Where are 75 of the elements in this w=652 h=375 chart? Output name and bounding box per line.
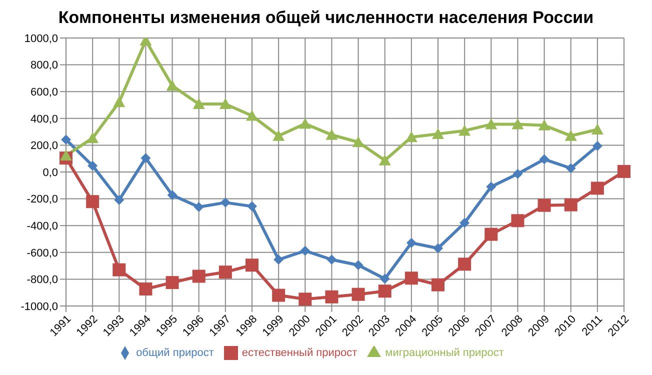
point xyxy=(113,96,126,108)
point xyxy=(378,154,391,166)
point xyxy=(484,228,498,241)
point xyxy=(352,288,365,301)
point xyxy=(539,154,550,164)
point xyxy=(298,292,312,306)
point xyxy=(458,124,471,136)
point xyxy=(86,132,99,144)
legend-label: естественный прирост xyxy=(242,346,358,359)
point xyxy=(564,130,577,141)
point xyxy=(352,136,364,148)
point xyxy=(246,258,258,272)
point xyxy=(486,182,496,192)
point xyxy=(192,270,206,283)
point xyxy=(404,272,418,285)
y-tick-label: -400,0 xyxy=(26,220,58,233)
point xyxy=(166,276,179,290)
y-tick-label: 400,0 xyxy=(30,113,58,126)
y-tick-label: -800,0 xyxy=(26,274,58,286)
y-tick-label: 800,0 xyxy=(30,60,58,72)
point xyxy=(139,282,152,296)
legend-label: миграционный прирост xyxy=(385,346,504,359)
legend-label: общий прирост xyxy=(136,346,214,359)
point xyxy=(511,214,524,228)
point xyxy=(272,130,285,141)
y-tick-label: 200,0 xyxy=(30,140,58,152)
point xyxy=(325,290,338,304)
chart-title: Компоненты изменения общей численности населения России xyxy=(57,8,595,28)
point xyxy=(433,243,443,254)
point xyxy=(246,110,258,121)
point xyxy=(300,246,310,256)
point xyxy=(538,198,551,212)
point xyxy=(353,260,364,270)
point xyxy=(590,182,604,195)
point xyxy=(592,141,602,152)
point xyxy=(272,288,286,302)
y-tick-label: 600,0 xyxy=(30,86,58,99)
y-tick-label: -1000,0 xyxy=(20,300,58,313)
point xyxy=(406,238,416,248)
point xyxy=(326,254,337,265)
point xyxy=(458,258,472,271)
point xyxy=(88,160,98,171)
point xyxy=(538,119,550,130)
point xyxy=(274,254,284,265)
point xyxy=(114,195,124,206)
point xyxy=(192,98,205,110)
point xyxy=(60,150,72,161)
point xyxy=(219,98,232,110)
y-tick-label: -600,0 xyxy=(26,247,58,260)
point xyxy=(460,218,470,228)
point xyxy=(566,163,576,174)
point xyxy=(564,198,578,212)
point xyxy=(591,124,604,135)
point xyxy=(485,118,498,130)
point xyxy=(140,153,151,164)
point xyxy=(618,164,630,178)
point xyxy=(220,198,230,208)
point xyxy=(167,190,178,200)
point xyxy=(432,128,444,139)
point xyxy=(326,128,338,140)
y-tick-label: -200,0 xyxy=(26,194,58,206)
point xyxy=(512,118,524,130)
point xyxy=(378,284,392,298)
point xyxy=(166,80,178,91)
y-tick-label: 0,0 xyxy=(42,166,58,179)
point xyxy=(299,118,312,129)
point xyxy=(218,266,232,279)
point xyxy=(380,274,390,284)
point xyxy=(112,263,126,276)
point xyxy=(194,202,204,212)
point xyxy=(86,195,100,208)
y-tick-label: 1000,0 xyxy=(24,32,58,45)
point xyxy=(247,201,257,212)
point xyxy=(432,278,444,292)
point xyxy=(512,168,523,179)
